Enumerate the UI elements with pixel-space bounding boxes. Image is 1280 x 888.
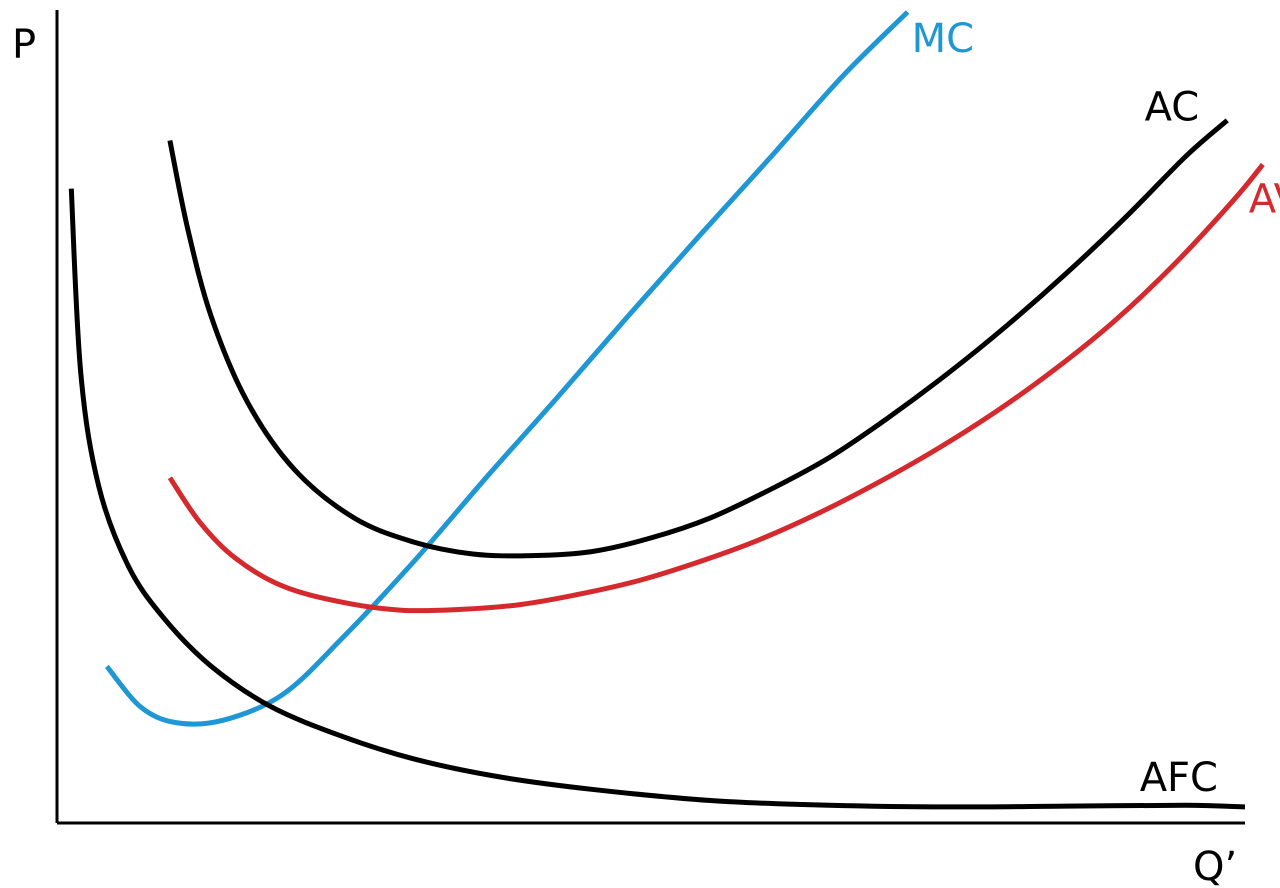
x-axis-label: Q’: [1193, 844, 1237, 888]
afc-label: AFC: [1140, 755, 1218, 801]
y-axis-label: P: [12, 22, 36, 68]
mc-label: MC: [912, 16, 974, 62]
avc-label: AVC: [1249, 177, 1280, 223]
axes: [55, 10, 1245, 825]
ac-label: AC: [1145, 84, 1200, 130]
mc-curve: [104, 10, 910, 727]
series-label-layer: MC AC AVC AFC: [912, 16, 1280, 801]
ac-curve: [167, 118, 1229, 559]
series-layer: [68, 10, 1265, 810]
afc-curve: [68, 188, 1246, 810]
avc-curve: [167, 162, 1265, 614]
